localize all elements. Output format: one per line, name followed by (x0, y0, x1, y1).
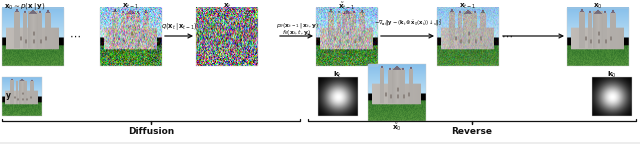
Bar (196, 8, 258, 66)
Bar (100, 8, 162, 66)
Text: $-\nabla_{\mathbf{x}_t}\|\mathbf{y}-(\mathbf{k}_t\otimes\tilde{\mathbf{x}}_0(\ma: $-\nabla_{\mathbf{x}_t}\|\mathbf{y}-(\ma… (374, 17, 442, 28)
Text: Diffusion: Diffusion (128, 127, 174, 136)
Bar (567, 8, 629, 66)
Bar (2, 77, 42, 116)
Text: $\mathbf{x}_{t-1}$: $\mathbf{x}_{t-1}$ (122, 2, 140, 11)
Text: Reverse: Reverse (451, 127, 493, 136)
Bar (318, 77, 358, 116)
Bar (2, 8, 64, 66)
Bar (592, 77, 632, 116)
Text: $\mathbf{y}$: $\mathbf{y}$ (5, 91, 12, 102)
Bar (437, 8, 499, 66)
Text: $\mathbf{k}_t$: $\mathbf{k}_t$ (333, 70, 342, 80)
Text: $\cdots$: $\cdots$ (69, 31, 81, 41)
Text: $p_\theta(\mathbf{x}_{t-1}\,|\,\mathbf{x}_t,\mathbf{y})$: $p_\theta(\mathbf{x}_{t-1}\,|\,\mathbf{x… (276, 21, 319, 30)
Text: $\mathbf{x}_0 \sim p(\mathbf{x}\,|\,\mathbf{y})$: $\mathbf{x}_0 \sim p(\mathbf{x}\,|\,\mat… (4, 1, 45, 12)
Text: $\tilde{\mathbf{x}}_0$: $\tilde{\mathbf{x}}_0$ (392, 122, 402, 133)
Text: $\mathbf{k}_0$: $\mathbf{k}_0$ (607, 70, 617, 80)
Text: $\mathbf{x}_{t-1}$: $\mathbf{x}_{t-1}$ (459, 2, 477, 11)
Text: $\tilde{\mathbf{x}}_{t-1}$: $\tilde{\mathbf{x}}_{t-1}$ (338, 0, 356, 12)
Bar (368, 64, 426, 121)
Text: $\mathbf{x}_{t}$: $\mathbf{x}_{t}$ (223, 2, 232, 11)
Bar (316, 8, 378, 66)
Text: $\mathbf{x}_{0}$: $\mathbf{x}_{0}$ (593, 2, 603, 11)
Text: $q(\mathbf{x}_t\,|\,\mathbf{x}_{t-1})$: $q(\mathbf{x}_t\,|\,\mathbf{x}_{t-1})$ (161, 21, 197, 32)
Text: $\cdots$: $\cdots$ (501, 31, 513, 41)
Text: $f_\theta(\mathbf{x}_t,t,\mathbf{y})$: $f_\theta(\mathbf{x}_t,t,\mathbf{y})$ (282, 28, 312, 37)
